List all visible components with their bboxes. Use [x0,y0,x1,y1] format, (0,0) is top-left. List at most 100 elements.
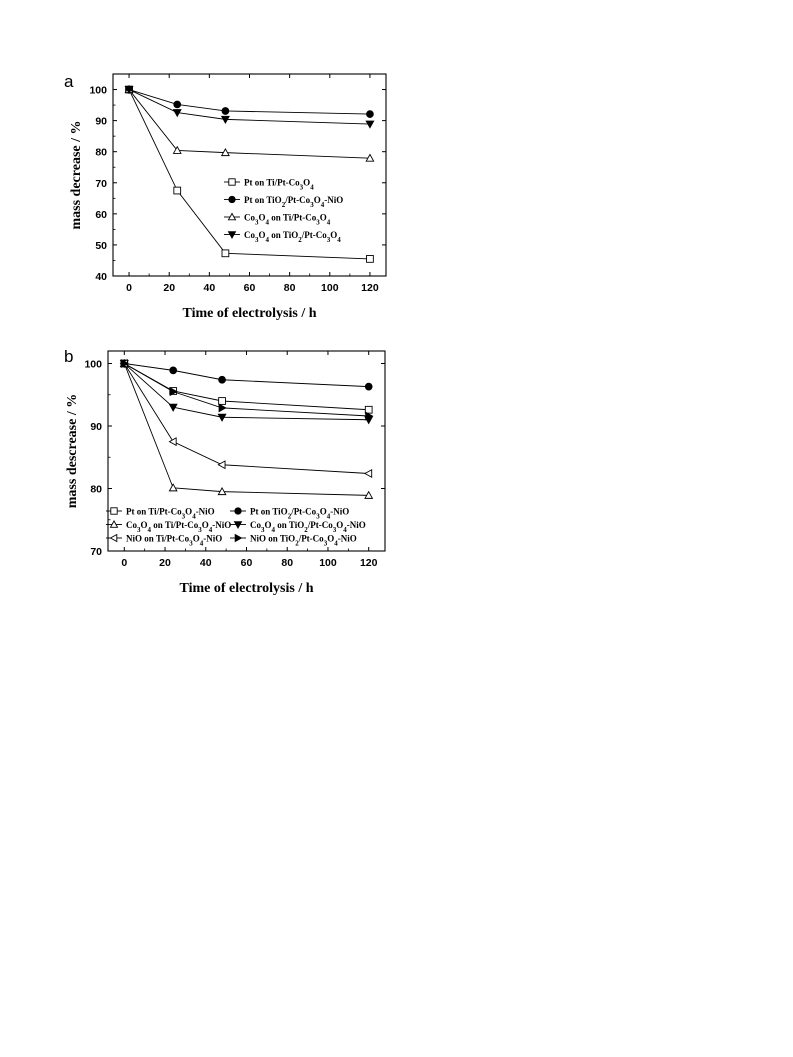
series-3 [119,358,374,499]
legend-label: Pt on TiO2/Pt-Co3O4-NiO [250,506,349,520]
legend-item: NiO on Ti/Pt-Co3O4-NiO [106,533,222,547]
data-point [217,486,227,496]
series-line [124,363,369,388]
data-point [220,115,230,125]
data-point [364,490,374,499]
data-point [169,366,178,375]
legend-label: Co3O4 on TiO2/Pt-Co3O4 [244,230,341,244]
x-tick-label: 100 [321,282,339,294]
data-point [173,186,182,195]
panel-label: a [64,72,74,91]
y-tick-label: 80 [95,147,107,159]
legend-marker [228,178,236,186]
y-tick-label: 90 [90,421,102,433]
data-point [168,403,178,412]
x-tick-label: 80 [284,282,296,294]
legend-label: Pt on Ti/Pt-Co3O4 [244,177,314,191]
data-point [364,468,373,479]
legend-item: Co3O4 on Ti/Pt-Co3O4 [224,212,331,226]
y-tick-label: 100 [84,359,102,371]
panel-label: b [64,347,73,366]
data-point [169,387,178,397]
y-tick-label: 50 [95,240,107,252]
series-line [124,363,369,411]
y-tick-label: 90 [95,116,107,128]
x-tick-label: 60 [244,282,256,294]
legend-marker [227,231,237,239]
legend-item: Co3O4 on TiO2/Pt-Co3O4 [224,230,341,244]
legend-item: Co3O4 on TiO2/Pt-Co3O4-NiO [230,520,366,534]
series-2 [125,85,374,118]
legend-label: Pt on Ti/Pt-Co3O4-NiO [126,506,215,520]
data-point [168,483,178,492]
legend-item: Pt on Ti/Pt-Co3O4-NiO [106,506,215,520]
data-point [364,382,373,391]
x-tick-label: 40 [204,282,216,294]
legend-item: Pt on TiO2/Pt-Co3O4-NiO [224,195,343,209]
x-tick-label: 80 [281,557,293,569]
x-tick-label: 120 [361,282,379,294]
data-point [365,120,375,129]
legend-label: Pt on TiO2/Pt-Co3O4-NiO [244,195,343,209]
legend-marker [227,212,237,221]
legend-label: NiO on TiO2/Pt-Co3O4-NiO [250,533,357,547]
series-line [128,89,370,115]
x-axis-label: Time of electrolysis / h [179,581,313,596]
plot-frame [112,73,387,277]
data-point [124,86,134,95]
data-point [221,107,230,115]
x-tick-label: 0 [126,282,132,294]
y-tick-label: 100 [89,85,107,97]
series-line [123,363,369,496]
series-line [123,363,369,421]
series-line [124,363,369,417]
x-tick-label: 120 [360,557,378,569]
x-tick-label: 20 [159,557,171,569]
series-line [128,89,370,260]
legend-marker [234,533,243,543]
legend-item: Pt on Ti/Pt-Co3O4 [224,177,314,191]
data-point [217,460,226,470]
legend-marker [233,521,243,529]
legend: Pt on Ti/Pt-Co3O4 Pt on TiO2/Pt-Co3O4-NiO… [224,177,343,244]
x-axis-label: Time of electrolysis / h [182,306,316,321]
series-line [123,363,369,474]
data-point [220,147,230,157]
data-point [366,110,374,118]
y-tick-label: 80 [90,484,102,496]
x-tick-label: 20 [163,282,175,294]
series-4 [124,86,375,129]
data-point [221,249,230,258]
series-line [128,89,370,125]
legend-marker [110,507,118,515]
y-tick-label: 60 [95,209,107,221]
data-point [173,100,182,109]
data-point [218,397,226,405]
data-point [217,413,227,422]
legend-item: Pt on TiO2/Pt-Co3O4-NiO [230,506,349,520]
legend-marker [109,533,118,543]
y-axis-label: mass decrease / % [69,121,84,230]
series-3 [124,84,375,162]
legend-marker [234,507,242,515]
chart-panel-a: a 0 20 40 60 80 100 120 40 50 60 70 80 90 100 Time of e… [64,72,387,321]
data-point [366,255,374,263]
legend-label: Co3O4 on TiO2/Pt-Co3O4-NiO [250,520,366,534]
series-2 [120,359,373,391]
data-point [365,153,375,162]
legend-marker [109,520,119,528]
y-tick-label: 40 [95,271,107,283]
legend-label: Co3O4 on Ti/Pt-Co3O4-NiO [126,520,231,534]
legend-item: Co3O4 on Ti/Pt-Co3O4-NiO [106,520,231,534]
x-tick-label: 40 [200,557,212,569]
data-point [365,411,374,421]
y-tick-label: 70 [95,178,107,190]
data-point [120,358,129,369]
data-point [218,375,226,384]
data-point [168,437,177,447]
legend-label: Co3O4 on Ti/Pt-Co3O4 [244,212,331,226]
chart-panel-b: b 0 20 40 60 80 100 120 70 80 90 100 Time of electro… [64,347,386,596]
x-tick-label: 100 [319,557,337,569]
data-point [218,403,227,413]
